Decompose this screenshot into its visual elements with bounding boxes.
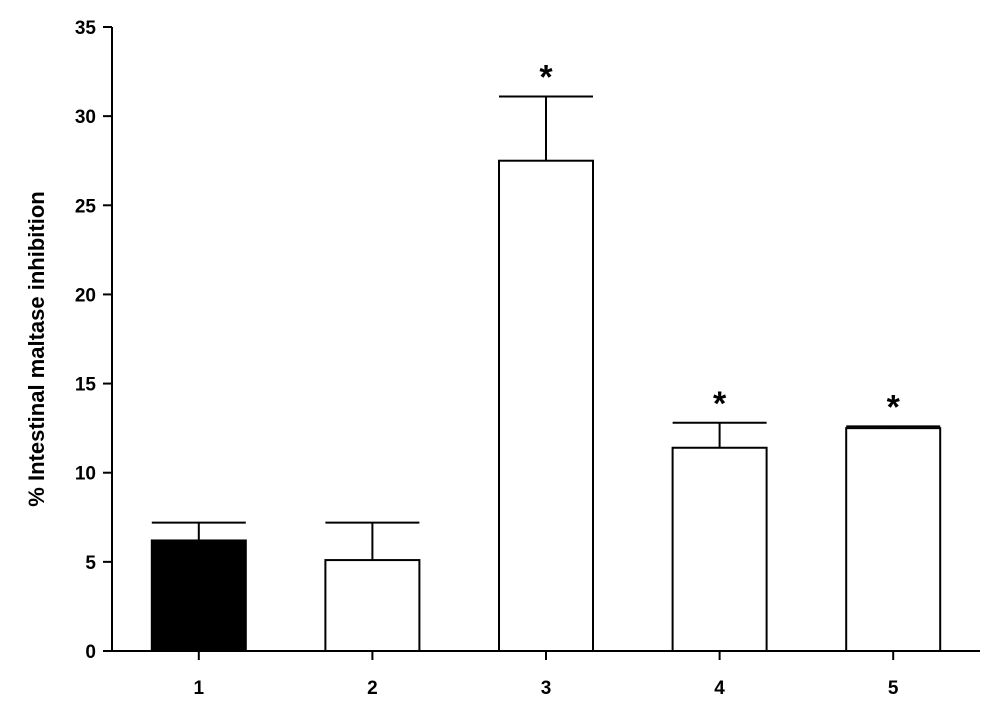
bar bbox=[498, 159, 594, 652]
y-tick-label: 0 bbox=[85, 642, 96, 663]
y-tick-label: 15 bbox=[75, 375, 97, 396]
y-tick-label: 35 bbox=[75, 18, 97, 39]
significance-marker: * bbox=[887, 388, 901, 426]
y-axis: 0 5 10 15 20 25 30 35 bbox=[75, 18, 113, 663]
y-tick-label: 20 bbox=[75, 285, 96, 306]
bar bbox=[671, 446, 768, 652]
bar bbox=[845, 427, 942, 652]
y-tick-label: 25 bbox=[75, 196, 97, 217]
y-tick-label: 10 bbox=[75, 464, 96, 485]
y-axis-title: % Intestinal maltase inhibition bbox=[24, 191, 49, 506]
bar bbox=[150, 539, 247, 652]
bars: * * * bbox=[150, 59, 942, 652]
bar bbox=[324, 559, 421, 652]
x-tick-label: 3 bbox=[541, 678, 552, 699]
y-tick-label: 30 bbox=[75, 107, 96, 128]
significance-marker: * bbox=[713, 385, 727, 423]
x-tick-label: 4 bbox=[714, 678, 725, 699]
x-tick-label: 1 bbox=[194, 678, 205, 699]
x-tick-label: 2 bbox=[367, 678, 378, 699]
x-tick-label: 5 bbox=[888, 678, 899, 699]
significance-marker: * bbox=[539, 59, 553, 97]
x-axis: 1 2 3 4 5 bbox=[112, 650, 980, 699]
y-tick-label: 5 bbox=[85, 553, 96, 574]
